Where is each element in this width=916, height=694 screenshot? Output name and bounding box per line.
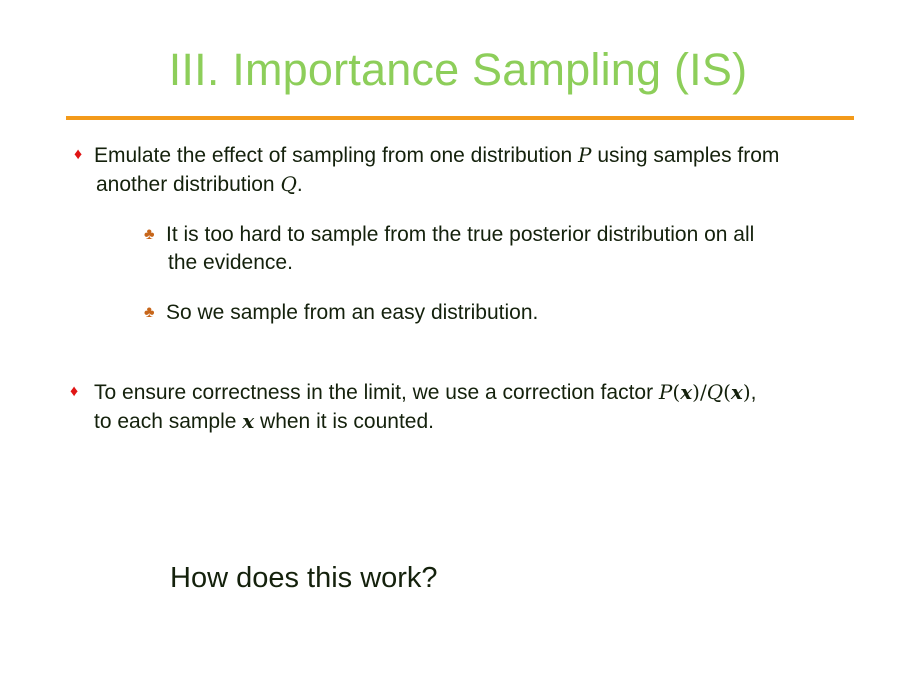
diamond-bullet-icon: ♦ — [70, 383, 79, 400]
sub-bullet-too-hard: ♣ It is too hard to sample from the true… — [144, 221, 844, 277]
sub-bullet-text: So we sample from an easy distribution. — [166, 301, 539, 324]
math-x: x — [680, 380, 693, 404]
bullet-text-part: when it is counted. — [254, 410, 434, 433]
bullet-text: Emulate the effect of sampling from one … — [74, 141, 874, 199]
diamond-bullet-icon: ♦ — [74, 146, 83, 163]
bullet-text-part: To ensure correctness in the limit, we u… — [94, 381, 659, 404]
bullet-correction: ♦ To ensure correctness in the limit, we… — [70, 378, 870, 436]
math-paren: ) — [742, 380, 751, 404]
bullet-text-part: Emulate the effect of sampling from one … — [94, 144, 579, 167]
title-underline — [66, 116, 854, 120]
math-Q: Q — [280, 172, 297, 196]
math-paren-slash: )/ — [692, 380, 707, 404]
bullet-text-part: It is too hard to sample from the true p… — [166, 223, 755, 246]
question-text: How does this work? — [170, 562, 438, 594]
math-P: P — [658, 380, 673, 404]
bullet-text-part: another distribution — [96, 173, 281, 196]
bullet-text-part: . — [296, 173, 303, 196]
sub-bullet-text: It is too hard to sample from the true p… — [144, 221, 844, 277]
math-paren: ( — [672, 380, 681, 404]
sub-bullet-easy: ♣ So we sample from an easy distribution… — [144, 299, 844, 327]
bullet-text-part: the evidence. — [168, 251, 293, 274]
bullet-text: To ensure correctness in the limit, we u… — [70, 378, 870, 436]
slide-title: III. Importance Sampling (IS) — [168, 44, 748, 95]
club-bullet-icon: ♣ — [144, 304, 155, 321]
bullet-text-part: , — [750, 381, 757, 404]
math-Q: Q — [706, 380, 724, 404]
bullet-text-part: to each sample — [94, 410, 243, 433]
math-x: x — [242, 409, 255, 433]
math-x: x — [730, 380, 743, 404]
math-P: P — [578, 143, 592, 167]
bullet-text-part: using samples from — [591, 144, 780, 167]
bullet-emulate: ♦ Emulate the effect of sampling from on… — [74, 141, 874, 199]
math-paren: ( — [723, 380, 731, 404]
club-bullet-icon: ♣ — [144, 226, 155, 243]
